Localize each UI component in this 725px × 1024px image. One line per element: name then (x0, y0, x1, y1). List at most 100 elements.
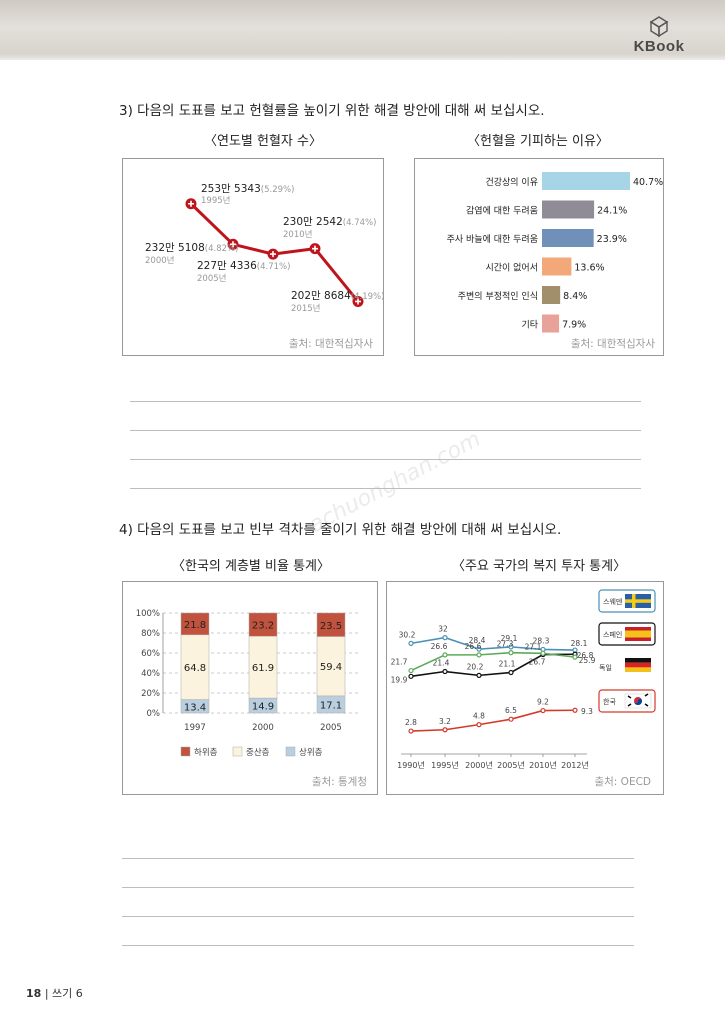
legend-label: 하위층 (194, 747, 218, 758)
welfare-value-label: 26.7 (529, 658, 546, 667)
welfare-point (442, 727, 448, 733)
legend-swatch (285, 746, 296, 757)
answer-line (130, 430, 641, 431)
donor-pct-label: (4.74%) (343, 218, 377, 228)
donor-pct-label: (5.29%) (261, 185, 295, 195)
legend-swatch (232, 746, 243, 757)
x-tick-label: 2012년 (561, 760, 589, 770)
donor-pct-label: (4.82%) (205, 244, 239, 254)
chart-source: 출처: 대한적십자사 (571, 338, 655, 350)
reason-value-label: 8.4% (563, 291, 587, 302)
welfare-value-label: 26.6 (431, 642, 448, 651)
reason-category-label: 시간이 없어서 (485, 263, 538, 274)
reason-bar (542, 314, 560, 333)
welfare-point (442, 634, 448, 641)
stack-segment (248, 635, 278, 699)
welfare-point (476, 652, 482, 658)
welfare-point (442, 652, 448, 658)
korea-flag-trigrams (627, 693, 649, 707)
stack-segment (316, 612, 346, 637)
reason-bar (542, 257, 572, 276)
welfare-value-label: 28.1 (571, 639, 588, 648)
welfare-value-label: 21.1 (499, 659, 516, 668)
avoid-reason-chart-panel: 건강상의 이유 40.7% 감염에 대한 두려움 24.1% 주사 바늘에 대한 두려움… (414, 158, 664, 356)
section-name: 쓰기 6 (52, 987, 83, 1000)
welfare-point (540, 707, 546, 714)
segment-value-label: 61.9 (252, 663, 274, 674)
welfare-point (442, 668, 448, 675)
class-ratio-chart-title: 〈한국의 계층별 비율 통계〉 (172, 559, 330, 574)
donor-point-cross (188, 200, 194, 207)
answer-line (130, 401, 641, 402)
welfare-point (540, 650, 546, 656)
donor-value-label: 202만 8684(4.19%) (291, 290, 383, 302)
stack-segment (180, 612, 210, 636)
reason-value-label: 24.1% (597, 206, 627, 217)
y-tick-label: 0% (147, 709, 161, 719)
sweden-flag-cross (625, 599, 651, 603)
donor-year-label: 1995년 (201, 195, 230, 206)
avoid-reason-chart-title: 〈헌혈을 기피하는 이유〉 (467, 134, 609, 149)
welfare-value-label: 21.4 (433, 659, 450, 668)
page-footer: 18 | 쓰기 6 (26, 985, 83, 1001)
donor-pct-label: (4.71%) (257, 262, 291, 272)
x-tick-label: 2005 (320, 723, 342, 733)
donor-point-cross (312, 245, 318, 252)
welfare-point (476, 646, 482, 652)
donor-year-label: 2000년 (145, 255, 174, 266)
welfare-point (508, 644, 514, 650)
y-tick-label: 60% (141, 649, 160, 659)
welfare-value-label: 32 (438, 625, 448, 634)
legend-label: 스페인 (603, 630, 622, 639)
brand-logo: KBook (629, 16, 689, 60)
segment-value-label: 64.8 (184, 663, 206, 674)
legend-label: 상위층 (299, 747, 323, 758)
y-tick-label: 80% (141, 629, 160, 639)
welfare-value-label: 21.7 (391, 658, 408, 667)
welfare-value-label: 25.9 (579, 656, 596, 665)
reason-category-label: 건강상의 이유 (485, 177, 538, 188)
welfare-value-label: 30.2 (399, 630, 416, 639)
donor-year-label: 2010년 (283, 229, 312, 240)
welfare-value-label: 26.6 (465, 642, 482, 651)
korea-flag-circle (634, 699, 642, 705)
reason-bar (542, 286, 561, 304)
reason-value-label: 23.9% (597, 234, 627, 245)
germany-flag-band (625, 667, 651, 672)
spain-flag-band (625, 630, 651, 638)
avoid-reason-bar-chart: 건강상의 이유 40.7% 감염에 대한 두려움 24.1% 주사 바늘에 대한 두려움… (447, 172, 663, 350)
welfare-value-label: 6.5 (505, 706, 517, 715)
x-tick-label: 1990년 (397, 760, 425, 770)
welfare-point (508, 669, 514, 676)
welfare-series-line (410, 709, 576, 732)
welfare-value-label: 9.2 (537, 698, 549, 707)
question-3-title: 3) 다음의 도표를 보고 헌혈률을 높이기 위한 해결 방안에 대해 써 보십… (119, 103, 545, 119)
welfare-point (408, 640, 414, 646)
reason-category-label: 주변의 부정적인 인식 (458, 290, 538, 302)
y-tick-label: 20% (141, 689, 160, 699)
x-tick-label: 2000 (252, 723, 274, 733)
answer-line (122, 887, 634, 888)
page-number: 18 (26, 987, 42, 1000)
welfare-value-label: 29.1 (501, 634, 518, 643)
welfare-line-chart: 1990년 1995년 2000년 2005년 2010년 2012년 30.2 32 28.4… (391, 589, 656, 788)
welfare-value-label: 20.2 (467, 662, 484, 671)
book-logo-icon (649, 16, 669, 38)
reason-value-label: 13.6% (574, 263, 604, 274)
legend-label: 스웨덴 (603, 597, 622, 606)
welfare-value-label: 27.1 (525, 642, 542, 651)
answer-line (122, 858, 634, 859)
welfare-value-label: 27.3 (497, 640, 514, 649)
answer-line (130, 459, 641, 460)
welfare-series-line (410, 651, 576, 672)
legend-label: 한국 (603, 698, 616, 706)
donor-point-cross (270, 251, 276, 258)
germany-flag-band (625, 662, 651, 668)
answer-line (130, 488, 641, 489)
chart-source: 출처: 대한적십자사 (289, 338, 373, 350)
class-ratio-stacked-bar-chart: 0% 20% 40% 60% 80% 100% 13.4 64.8 21.8 1997 14.9 61… (136, 609, 367, 788)
class-ratio-chart-panel: 0% 20% 40% 60% 80% 100% 13.4 64.8 21.8 1997 14.9 61… (122, 581, 378, 795)
chart-source: 출처: 통계청 (312, 776, 367, 788)
reason-value-label: 7.9% (562, 320, 586, 331)
